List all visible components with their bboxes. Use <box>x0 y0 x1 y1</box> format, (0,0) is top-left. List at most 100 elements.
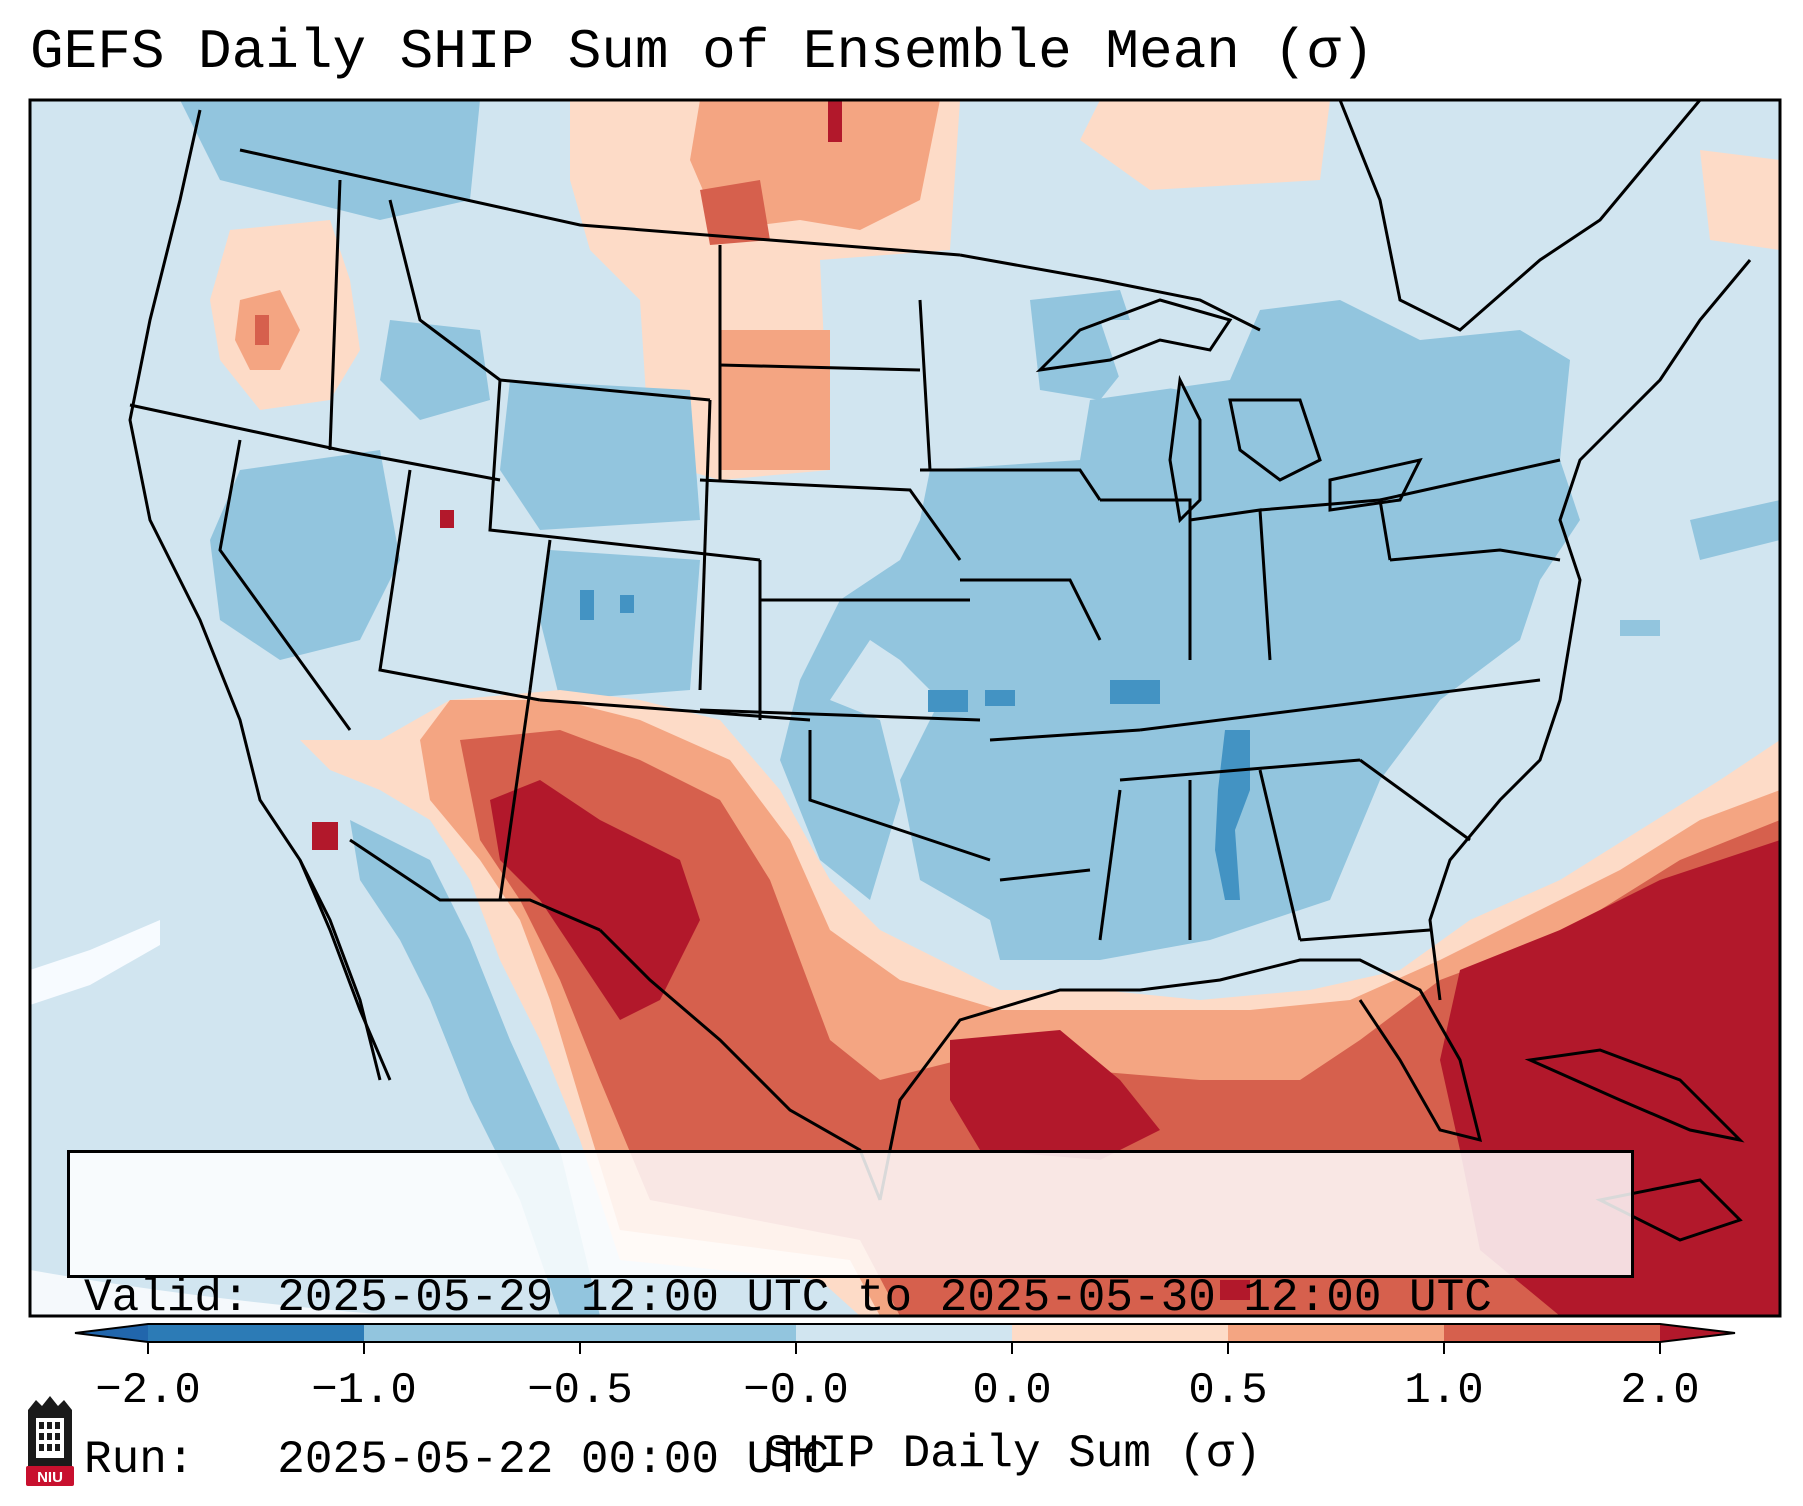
ne-canada-orange <box>1700 150 1780 250</box>
figure-title: GEFS Daily SHIP Sum of Ensemble Mean (σ) <box>30 20 1375 84</box>
colorado-blue <box>540 550 700 700</box>
ga-sc-line <box>1359 758 1471 842</box>
us-canada-border <box>239 148 961 257</box>
run-row: Run: 2025-05-22 00:00 UTC <box>84 1433 1617 1487</box>
logo-text: NIU <box>37 1469 63 1486</box>
kentucky-dark-cell <box>1110 680 1160 704</box>
kansas-dark-cell <box>928 690 968 712</box>
iowa-north <box>930 468 1102 501</box>
anomaly-field <box>30 100 1780 1316</box>
map-frame <box>28 98 1782 1318</box>
projection-edge-left <box>30 1270 400 1316</box>
niu-logo: NIU <box>26 1396 74 1486</box>
colorbar-extend-low <box>75 1324 148 1342</box>
colorbar-extend-high <box>1660 1324 1735 1342</box>
run-value: 2025-05-22 00:00 UTC <box>277 1434 830 1486</box>
nm-dark-red <box>490 780 700 1020</box>
pa-south <box>1389 548 1561 562</box>
tn-nc-line <box>1139 678 1541 732</box>
missouri-dark-cell <box>985 690 1015 706</box>
valid-label: Valid: <box>84 1272 250 1324</box>
nebraska-line <box>699 478 962 561</box>
atlantic-coast <box>1428 259 1752 1001</box>
valid-time-box: Valid: 2025-05-29 12:00 UTC to 2025-05-3… <box>67 1150 1634 1486</box>
colorbar <box>74 1323 1736 1354</box>
lake-superior <box>1035 298 1233 373</box>
ca-red-cell <box>312 822 338 850</box>
boundaries <box>128 100 1752 1242</box>
kansas-south <box>699 708 981 722</box>
lake-erie <box>1328 457 1423 512</box>
illinois-line <box>1100 498 1192 660</box>
hudson-shore <box>1338 100 1702 332</box>
fl-north <box>1299 928 1431 942</box>
nd-red-spot <box>700 180 770 245</box>
gulf-dark-red <box>950 1030 1160 1160</box>
cuba <box>1524 1048 1745 1143</box>
sd-line <box>719 363 921 372</box>
nm-north <box>539 698 811 722</box>
iowa-south <box>960 578 1102 641</box>
colorbar-segment <box>1444 1324 1660 1342</box>
nm-east <box>698 399 712 691</box>
colorbar-ticks <box>147 1342 1661 1354</box>
eastern-blue <box>780 300 1580 960</box>
atlantic-blue-streak <box>1690 500 1780 560</box>
ms-line <box>1098 789 1122 941</box>
colorbar-tick-label: −0.5 <box>527 1366 633 1416</box>
colorbar-segment <box>1012 1324 1228 1342</box>
nw-blue-band <box>180 100 480 220</box>
colorbar-tick-label: −1.0 <box>311 1366 417 1416</box>
state-line-3 <box>388 199 501 382</box>
utah-line <box>378 469 541 702</box>
colorbar-tick-label: −0.0 <box>743 1366 849 1416</box>
colorado-dark-cell <box>580 590 594 620</box>
tn-south <box>1119 758 1361 782</box>
nevada-line <box>218 439 352 731</box>
colorbar-tick-label: −2.0 <box>95 1366 201 1416</box>
nm-west <box>498 689 532 901</box>
hispaniola <box>1595 1178 1743 1242</box>
canada-red-cell <box>828 100 842 142</box>
lake-huron <box>1228 398 1322 482</box>
run-label: Run: <box>84 1434 195 1486</box>
colorbar-tick-label: 0.5 <box>1188 1366 1268 1416</box>
colorbar-segment <box>796 1324 1012 1342</box>
lake-michigan <box>1168 374 1202 524</box>
colorbar-segment <box>148 1324 364 1342</box>
wyoming-blue <box>500 380 700 530</box>
state-line-4 <box>499 378 711 402</box>
nevada-blue <box>210 450 400 660</box>
pacific-coast <box>128 109 382 1081</box>
al-east <box>1258 769 1302 941</box>
white-streak <box>30 920 160 1005</box>
us-canada-border-east <box>959 253 1261 332</box>
colorbar-segment <box>1228 1324 1444 1342</box>
ontario-orange <box>1080 100 1330 190</box>
mexico-border-west <box>349 838 601 932</box>
colorbar-title: SHIP Daily Sum (σ) <box>764 1428 1262 1480</box>
colorado-west <box>528 539 552 691</box>
pa-north <box>1379 458 1561 502</box>
colorado-dark-cell-2 <box>620 595 634 613</box>
caribbean-red-cell <box>1220 1280 1250 1300</box>
baja-coast <box>298 859 392 1081</box>
colorbar-segment <box>364 1324 580 1342</box>
gulf-coast <box>878 958 1483 1201</box>
state-line-2 <box>328 179 342 451</box>
idaho-blue <box>380 320 490 420</box>
utah-red-cell <box>440 510 454 528</box>
nebraska-orange <box>720 330 830 470</box>
missouri-south <box>989 728 1141 742</box>
colorbar-tick-label: 2.0 <box>1620 1366 1700 1416</box>
oklahoma-line <box>808 730 991 862</box>
colorbar-tick-label: 1.0 <box>1404 1366 1484 1416</box>
nw-red-cell <box>255 315 269 345</box>
valid-row: Valid: 2025-05-29 12:00 UTC to 2025-05-3… <box>84 1271 1617 1325</box>
lake-superior-area <box>1100 320 1180 390</box>
arkansas-south <box>999 868 1091 882</box>
state-line-1 <box>129 403 501 482</box>
wyoming-line <box>488 379 761 562</box>
